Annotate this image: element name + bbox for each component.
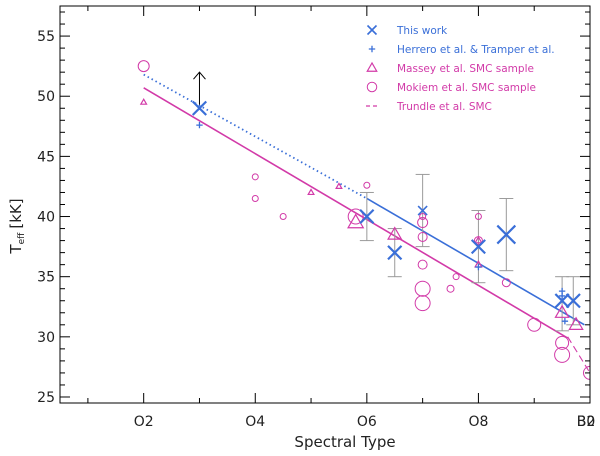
circle-point-0 (137, 60, 150, 73)
legend-marker-2 (366, 61, 378, 72)
circle-point-1 (251, 173, 259, 181)
circle-point-3 (279, 213, 287, 221)
y-tick-label-1: 30 (37, 330, 55, 346)
axis-ticks (60, 6, 591, 403)
legend: This work Herrero et al. & Tramper et al.… (366, 24, 555, 113)
fit-line-2 (143, 87, 569, 339)
y-tick-label-3: 40 (37, 210, 55, 226)
circle-point-5 (363, 181, 371, 189)
circle-point-8 (417, 231, 428, 242)
circle-point-10 (414, 280, 431, 297)
y-tick-label-2: 35 (37, 270, 55, 286)
triangle-point-4 (387, 226, 403, 240)
circle-point-19 (554, 346, 571, 363)
y-axis-title-sub: eff (17, 232, 27, 245)
triangle-point-1 (307, 188, 315, 196)
circle-point-14 (474, 213, 482, 221)
circle-point-12 (446, 284, 455, 293)
x-tick-label-5: B2 (577, 414, 596, 430)
x-point-5 (496, 224, 517, 245)
circle-point-17 (527, 317, 542, 332)
x-tick-label-4: B0 (577, 414, 596, 430)
y-axis-title-unit: [kK] (7, 198, 25, 228)
triangle-point-5 (474, 235, 483, 244)
triangle-point-3 (347, 213, 365, 229)
y-tick-label-4: 45 (37, 149, 55, 165)
triangle-point-7 (554, 304, 570, 318)
legend-label-0: This work (396, 25, 448, 37)
fit-line-0 (143, 73, 368, 200)
x-point-1 (359, 209, 375, 225)
plus-point-0 (196, 121, 203, 129)
circle-point-9 (417, 259, 428, 270)
y-tick-label-6: 55 (37, 29, 55, 45)
plus-point-3 (558, 292, 566, 300)
circle-point-2 (251, 194, 259, 202)
legend-marker-1 (368, 45, 376, 53)
circle-point-6 (419, 213, 427, 221)
x-point-3 (417, 205, 428, 216)
plot-lines (143, 73, 590, 374)
x-point-6 (554, 293, 570, 309)
x-tick-label-0: O2 (134, 414, 154, 430)
x-axis-title: Spectral Type (294, 433, 395, 451)
x-point-2 (387, 245, 403, 261)
triangle-point-0 (139, 98, 148, 105)
triangle-point-2 (335, 182, 343, 190)
y-axis-title: Teff [kK] (7, 198, 27, 254)
y-tick-label-0: 25 (37, 390, 55, 406)
x-point-0 (191, 100, 208, 116)
legend-label-2: Massey et al. SMC sample (397, 63, 534, 75)
circle-point-16 (501, 278, 511, 288)
legend-label-4: Trundle et al. SMC (396, 101, 492, 113)
data-marks (137, 60, 590, 380)
circle-point-4 (347, 208, 364, 225)
fit-line-3 (567, 336, 590, 374)
circle-point-20 (583, 365, 590, 380)
legend-marker-3 (366, 81, 378, 93)
legend-marker-0 (366, 24, 378, 36)
x-tick-label-3: O8 (468, 414, 488, 430)
legend-label-3: Mokiem et al. SMC sample (397, 82, 536, 94)
circle-point-13 (452, 273, 460, 281)
x-tick-label-1: O4 (245, 414, 265, 430)
y-tick-labels: 25 30 35 40 45 50 55 (37, 29, 55, 406)
legend-label-1: Herrero et al. & Tramper et al. (397, 44, 555, 56)
triangle-point-8 (568, 316, 584, 330)
y-axis-title-main: T (7, 244, 25, 255)
lower-limit-arrowhead (193, 71, 206, 80)
fit-line-1 (366, 197, 585, 326)
x-tick-label-2: O6 (357, 414, 377, 430)
circle-point-7 (417, 217, 429, 229)
plus-point-4 (561, 317, 569, 325)
y-tick-label-5: 50 (37, 89, 55, 105)
circle-point-11 (414, 295, 431, 312)
x-point-7 (565, 293, 581, 309)
plus-point-1 (475, 263, 482, 271)
circle-point-18 (555, 335, 570, 350)
x-point-4 (470, 239, 486, 255)
